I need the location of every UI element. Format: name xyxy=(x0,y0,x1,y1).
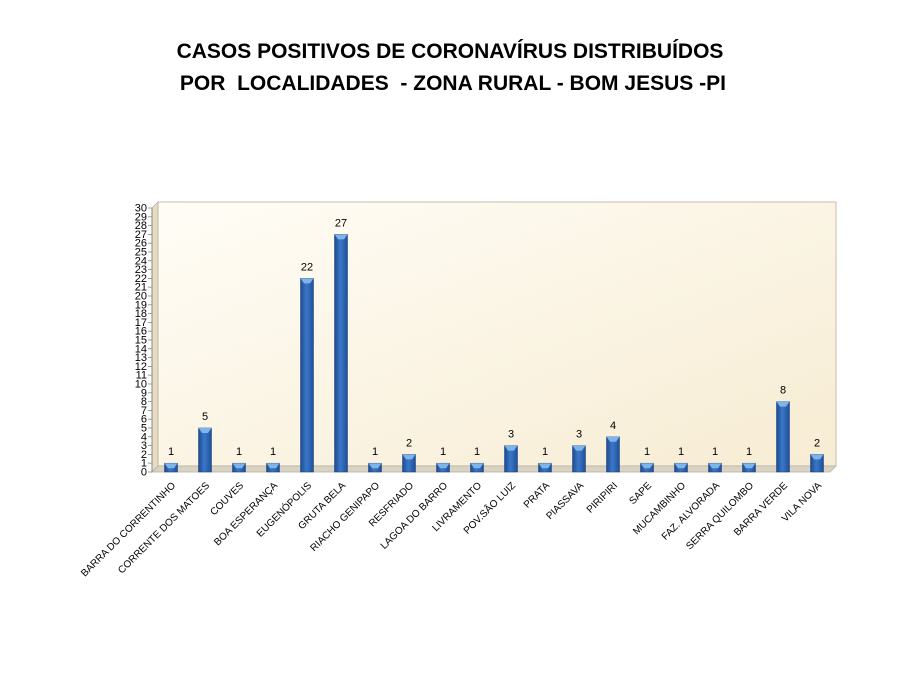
chart-title-line-1: CASOS POSITIVOS DE CORONAVÍRUS DISTRIBUÍ… xyxy=(176,40,724,63)
x-tick-label: FAZ. ALVORADA xyxy=(660,480,723,543)
data-label: 5 xyxy=(202,411,208,423)
data-label: 22 xyxy=(301,261,313,273)
y-tick-label: 15 xyxy=(135,335,147,347)
bar-top-bevel xyxy=(436,463,450,469)
bar xyxy=(198,427,212,473)
data-label: 1 xyxy=(746,446,752,458)
bar-top-bevel xyxy=(504,445,518,451)
bar-top-bevel xyxy=(198,428,212,433)
y-tick-label: 6 xyxy=(141,414,147,426)
bar xyxy=(606,436,620,473)
bars xyxy=(164,234,824,473)
y-tick-label: 4 xyxy=(141,431,147,443)
bar xyxy=(334,234,348,473)
data-label: 1 xyxy=(440,446,446,458)
y-tick-label: 14 xyxy=(135,343,147,355)
data-label: 2 xyxy=(814,437,820,449)
y-axis-ticks: 0123456789101112131415161718192021222324… xyxy=(135,203,152,479)
y-tick-label: 21 xyxy=(135,282,147,294)
y-tick-label: 5 xyxy=(141,423,147,435)
data-label: 1 xyxy=(236,446,242,458)
y-tick-label: 16 xyxy=(135,326,147,338)
bar-top-bevel xyxy=(538,463,552,469)
bar-top-bevel xyxy=(742,463,756,469)
bar-top-bevel xyxy=(640,463,654,469)
bar-top-bevel xyxy=(470,463,484,469)
y-tick-label: 30 xyxy=(135,203,147,215)
y-tick-label: 1 xyxy=(141,458,147,470)
y-tick-label: 13 xyxy=(135,352,147,364)
y-tick-label: 28 xyxy=(135,220,147,232)
data-label: 27 xyxy=(335,217,347,229)
plot-floor xyxy=(151,465,837,473)
y-tick-label: 7 xyxy=(141,405,147,417)
data-label: 1 xyxy=(168,446,174,458)
data-label: 8 xyxy=(780,385,786,397)
chart-title: CASOS POSITIVOS DE CORONAVÍRUS DISTRIBUÍ… xyxy=(0,36,900,100)
data-label: 2 xyxy=(406,437,412,449)
bar-top-bevel xyxy=(266,463,280,469)
x-tick-label: PIASSAVA xyxy=(544,480,586,522)
data-label: 1 xyxy=(678,446,684,458)
y-tick-label: 17 xyxy=(135,317,147,329)
plot-side-wall xyxy=(151,201,159,473)
plot-area xyxy=(157,201,837,467)
y-tick-label: 2 xyxy=(141,449,147,461)
x-tick-label: SAPE xyxy=(627,480,654,507)
x-tick-label: PRATA xyxy=(522,480,553,511)
bar-top-bevel xyxy=(606,436,620,442)
data-label: 4 xyxy=(610,420,616,432)
bar-top-bevel xyxy=(232,463,246,469)
y-tick-label: 24 xyxy=(135,255,147,267)
y-tick-label: 8 xyxy=(141,396,147,408)
chart-title-line-2: POR LOCALIDADES - ZONA RURAL - BOM JESUS… xyxy=(174,72,726,95)
data-label: 1 xyxy=(712,446,718,458)
data-label: 1 xyxy=(542,446,548,458)
y-tick-label: 0 xyxy=(141,467,147,479)
y-tick-label: 29 xyxy=(135,211,147,223)
y-tick-label: 20 xyxy=(135,291,147,303)
x-tick-label: PIRIPIRI xyxy=(585,480,620,515)
bar-top-bevel xyxy=(810,454,824,460)
bar-top-bevel xyxy=(572,445,586,451)
bar-top-bevel xyxy=(776,401,790,407)
x-tick-label: BOA ESPERANÇA xyxy=(212,480,280,548)
y-tick-label: 12 xyxy=(135,361,147,373)
y-tick-label: 22 xyxy=(135,273,147,285)
data-label: 3 xyxy=(576,429,582,441)
bar-top-bevel xyxy=(708,463,722,469)
data-label: 1 xyxy=(474,446,480,458)
y-tick-label: 27 xyxy=(135,229,147,241)
data-label: 1 xyxy=(644,446,650,458)
y-tick-label: 9 xyxy=(141,387,147,399)
y-tick-label: 26 xyxy=(135,238,147,250)
y-tick-label: 19 xyxy=(135,299,147,311)
y-tick-label: 3 xyxy=(141,440,147,452)
bar xyxy=(300,278,314,473)
data-label: 3 xyxy=(508,429,514,441)
data-label: 1 xyxy=(372,446,378,458)
data-labels: 1 5 1 1 22 27 1 2 1 1 3 1 3 4 1 1 1 1 8 2 xyxy=(168,217,820,458)
bar-top-bevel xyxy=(164,463,178,469)
y-tick-label: 10 xyxy=(135,379,147,391)
bar-top-bevel xyxy=(334,234,348,240)
bar-top-bevel xyxy=(300,278,314,284)
bar xyxy=(776,401,790,473)
y-tick-label: 23 xyxy=(135,264,147,276)
bar-top-bevel xyxy=(674,463,688,469)
bar-top-bevel xyxy=(402,454,416,460)
y-tick-label: 18 xyxy=(135,308,147,320)
data-label: 1 xyxy=(270,446,276,458)
y-tick-label: 25 xyxy=(135,247,147,259)
y-tick-label: 11 xyxy=(136,370,147,382)
bar-top-bevel xyxy=(368,463,382,469)
